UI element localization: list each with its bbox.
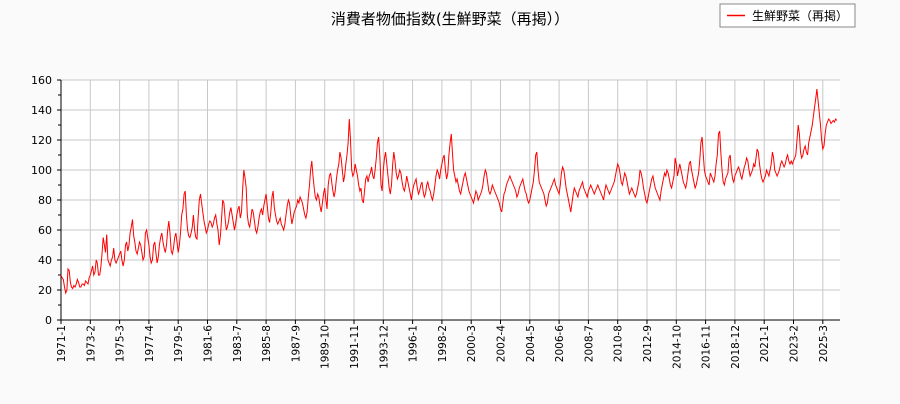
legend: 生鮮野菜（再掲） <box>719 3 856 28</box>
y-tick-label: 40 <box>38 254 52 267</box>
x-tick-label: 2021-1 <box>759 325 771 362</box>
x-tick-label: 2002-4 <box>496 325 508 363</box>
x-tick-label: 1991-11 <box>349 325 361 369</box>
x-tick-label: 2000-3 <box>466 325 478 362</box>
x-tick-label: 2004-5 <box>525 325 537 362</box>
x-tick-label: 2006-6 <box>554 325 566 363</box>
x-tick-label: 1996-1 <box>408 325 420 362</box>
x-tick-label: 1987-9 <box>290 325 302 362</box>
y-tick-label: 120 <box>31 134 52 147</box>
x-tick-label: 1981-6 <box>203 325 215 363</box>
axes: 0 20 40 60 80 100 120 140 160 1971-1 1973-2 1975-3 1… <box>31 74 840 369</box>
x-tick-label: 1971-1 <box>56 325 68 362</box>
x-tick-label: 1979-5 <box>173 325 185 362</box>
grid <box>61 79 840 321</box>
y-tick-label: 140 <box>31 104 52 117</box>
series-layer <box>60 88 838 295</box>
legend-label: 生鮮野菜（再掲） <box>752 8 848 23</box>
x-tick-label: 2016-11 <box>701 325 713 369</box>
x-tick-label: 1973-2 <box>85 325 97 362</box>
y-tick-label: 0 <box>45 314 52 327</box>
x-tick-label: 1983-7 <box>232 325 244 362</box>
x-tick-label: 1993-12 <box>378 325 390 369</box>
x-tick-label: 1985-8 <box>261 325 273 362</box>
chart-title: 消費者物価指数(生鮮野菜（再掲）） <box>331 10 569 28</box>
y-tick-label: 20 <box>38 284 52 297</box>
x-tick-label: 1998-2 <box>437 325 449 362</box>
x-tick-label: 1977-4 <box>144 325 156 363</box>
x-tick-label: 2018-12 <box>730 325 742 369</box>
x-tick-label: 2008-7 <box>583 325 595 362</box>
x-tick-label: 2010-8 <box>613 325 625 362</box>
legend-box <box>719 3 856 28</box>
x-tick-label: 2014-10 <box>671 325 683 369</box>
series-line <box>60 88 838 295</box>
y-tick-label: 80 <box>38 194 52 207</box>
y-tick-label: 160 <box>31 74 52 87</box>
x-tick-label: 1975-3 <box>115 325 127 362</box>
x-tick-label: 1989-10 <box>320 325 332 369</box>
y-tick-label: 60 <box>38 224 52 237</box>
y-tick-label: 100 <box>31 164 52 177</box>
x-tick-label: 2023-2 <box>789 325 801 362</box>
x-tick-label: 2012-9 <box>642 325 654 362</box>
x-tick-label: 2025-3 <box>818 325 830 362</box>
